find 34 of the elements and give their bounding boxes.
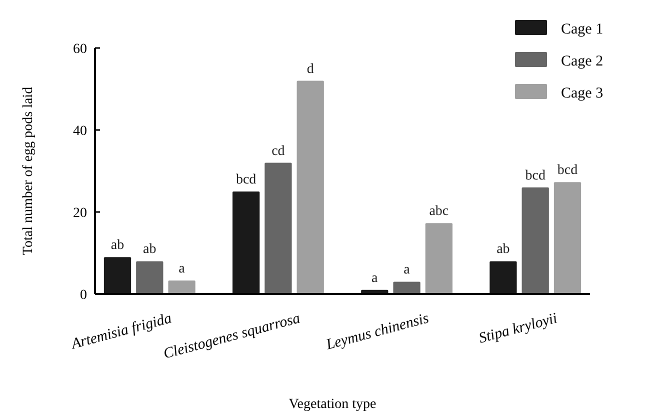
bar xyxy=(136,261,164,294)
data-label: a xyxy=(404,262,411,278)
bar xyxy=(264,162,292,294)
data-label: d xyxy=(306,62,314,77)
data-label: a xyxy=(372,270,379,286)
y-tick-label: 20 xyxy=(73,206,87,221)
data-label: abc xyxy=(429,204,449,220)
x-tick-label: Leymus chinensis xyxy=(324,310,431,354)
data-label: ab xyxy=(143,242,156,258)
data-label: a xyxy=(178,261,186,276)
bar xyxy=(393,282,420,294)
y-tick-label: 60 xyxy=(73,42,87,57)
bar xyxy=(296,80,324,294)
bar xyxy=(522,187,549,294)
x-tick-label: Stipa kryloyii xyxy=(477,310,560,347)
legend-label: Cage 3 xyxy=(561,85,604,102)
bar xyxy=(168,280,196,294)
legend-label: Cage 2 xyxy=(561,53,604,70)
y-tick-label: 40 xyxy=(73,124,87,139)
data-label: bcd xyxy=(525,168,546,184)
bar xyxy=(554,182,582,294)
bar xyxy=(425,223,452,294)
data-label: bcd xyxy=(236,172,256,188)
y-axis-title: Total number of egg pods laid xyxy=(21,86,36,256)
data-label: bcd xyxy=(557,163,578,178)
bar xyxy=(490,261,517,294)
x-axis-title: Vegetation type xyxy=(288,397,376,412)
bar xyxy=(104,257,132,294)
y-tick-label: 0 xyxy=(80,288,87,303)
legend-label: Cage 1 xyxy=(561,21,604,38)
data-label: ab xyxy=(110,238,124,254)
data-label: ab xyxy=(496,242,510,258)
bar xyxy=(232,192,260,294)
data-label: cd xyxy=(272,144,285,159)
